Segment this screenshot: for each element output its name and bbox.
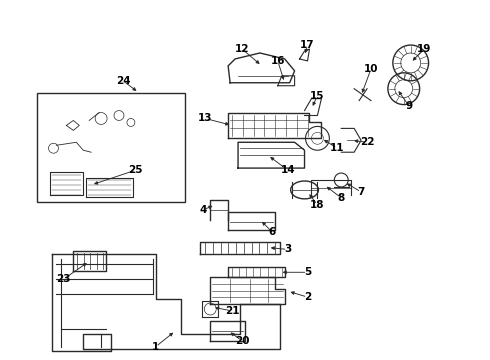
Text: 6: 6 xyxy=(268,226,275,237)
Text: 21: 21 xyxy=(225,306,239,316)
Text: 1: 1 xyxy=(152,342,159,352)
Text: 14: 14 xyxy=(280,165,295,175)
Text: 3: 3 xyxy=(284,244,291,255)
Text: 2: 2 xyxy=(304,292,311,302)
Bar xyxy=(37,93,185,202)
Text: 24: 24 xyxy=(116,76,130,86)
Text: 5: 5 xyxy=(304,267,311,277)
Text: 10: 10 xyxy=(364,64,378,74)
Text: 15: 15 xyxy=(310,91,325,101)
Text: 13: 13 xyxy=(198,113,213,123)
Text: 8: 8 xyxy=(338,193,345,203)
Text: 12: 12 xyxy=(235,44,249,54)
Text: 22: 22 xyxy=(360,137,374,147)
Text: 17: 17 xyxy=(300,40,315,50)
Text: 19: 19 xyxy=(416,44,431,54)
Text: 20: 20 xyxy=(235,336,249,346)
Text: 16: 16 xyxy=(270,56,285,66)
Text: 9: 9 xyxy=(405,100,412,111)
Text: 4: 4 xyxy=(199,205,207,215)
Text: 18: 18 xyxy=(310,200,325,210)
Text: 25: 25 xyxy=(128,165,143,175)
Text: 11: 11 xyxy=(330,143,344,153)
Text: 7: 7 xyxy=(357,187,365,197)
Text: 23: 23 xyxy=(56,274,71,284)
